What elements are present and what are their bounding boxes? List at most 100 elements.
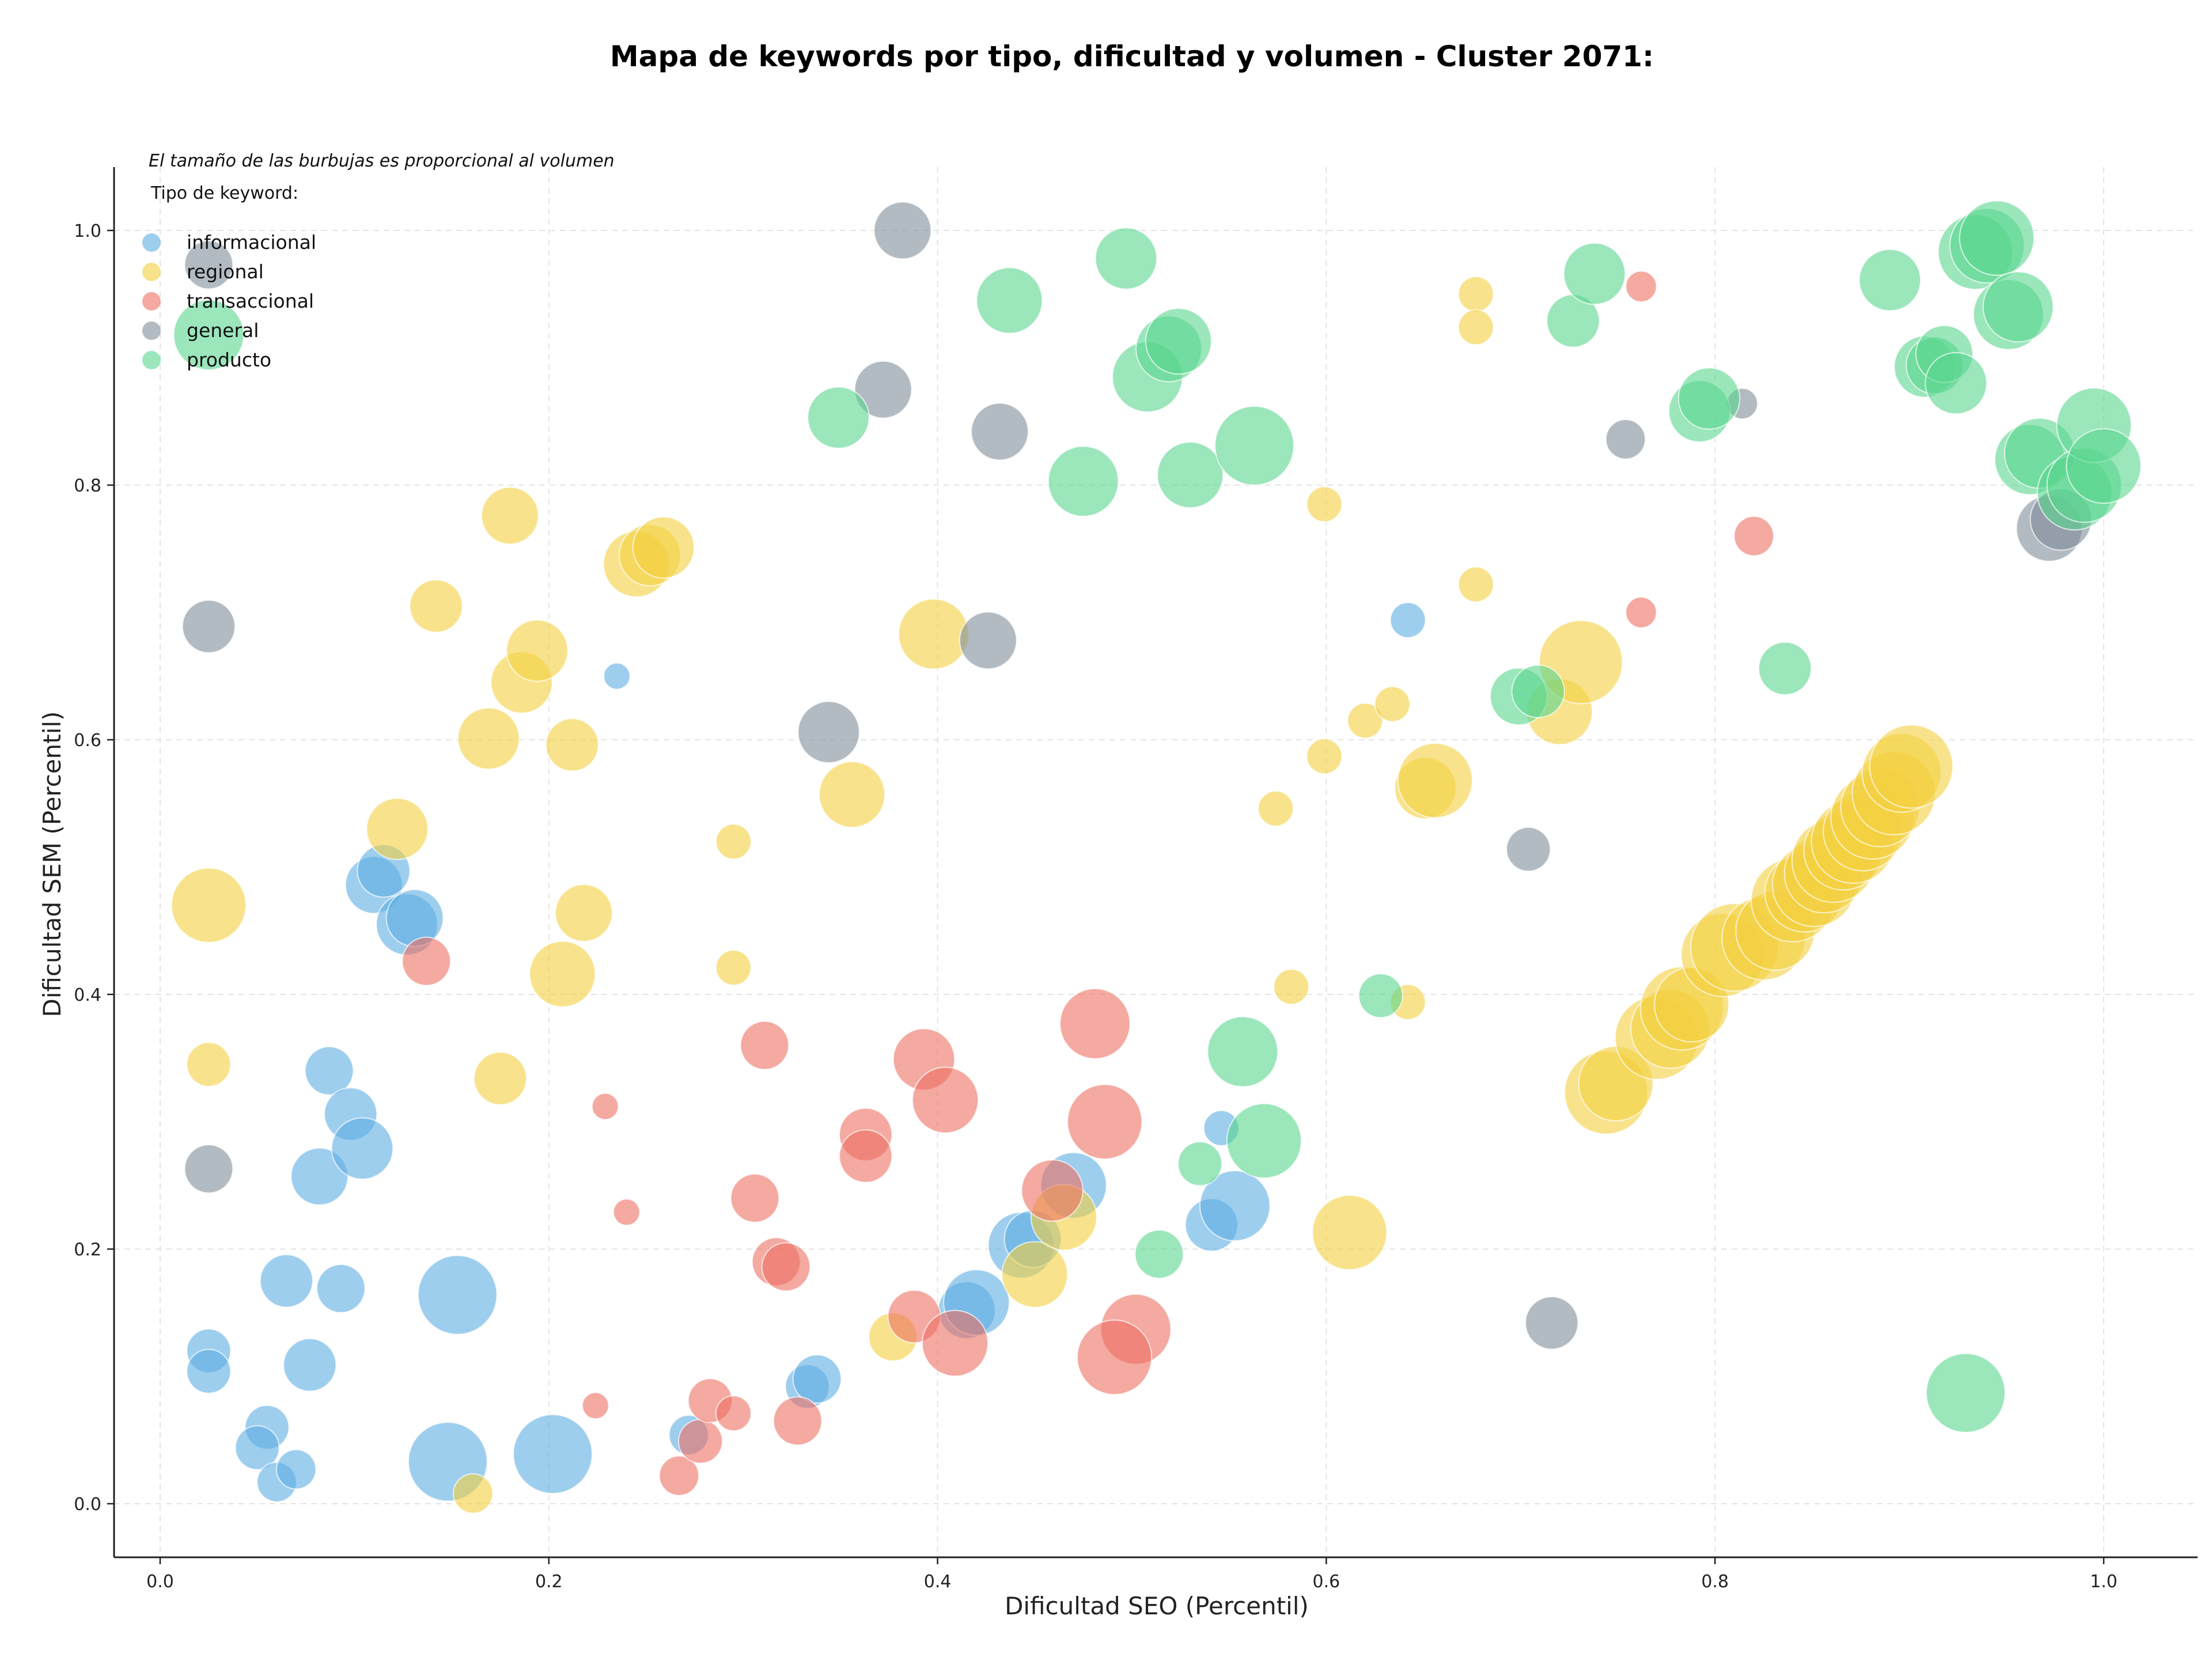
bubble-producto xyxy=(1145,308,1212,375)
legend-label-producto: producto xyxy=(187,349,271,371)
bubbles xyxy=(171,200,2142,1514)
bubble-general xyxy=(1506,827,1551,872)
bubble-transaccional xyxy=(591,1092,619,1121)
bubble-general xyxy=(854,360,912,419)
bubble-producto xyxy=(1677,367,1741,430)
bubble-transaccional xyxy=(1021,1159,1084,1222)
legend-label-regional: regional xyxy=(187,260,264,283)
bubble-informacional xyxy=(186,1349,232,1394)
bubble-transaccional xyxy=(740,1020,790,1070)
series-regional xyxy=(171,276,1954,1514)
bubble-regional xyxy=(506,619,569,682)
bubble-transaccional xyxy=(839,1129,893,1183)
bubble-informacional xyxy=(603,662,631,690)
bubble-producto xyxy=(1982,271,2054,343)
bubble-regional xyxy=(1306,738,1343,775)
tick-labels: 0.0 0.2 0.4 0.6 0.8 1.0 0.0 0.2 0.4 0.6 0.8 1.0 xyxy=(74,221,2118,1592)
bubble-producto xyxy=(1207,1016,1279,1088)
bubble-informacional xyxy=(234,1425,280,1470)
bubble-transaccional xyxy=(1067,1084,1143,1160)
bubble-informacional xyxy=(259,1254,313,1308)
bubble-producto xyxy=(1926,1353,2006,1433)
bubble-transaccional xyxy=(730,1173,780,1223)
bubble-general xyxy=(971,402,1029,461)
x-tick-label: 0.4 xyxy=(924,1572,952,1592)
bubble-regional xyxy=(453,1473,494,1514)
bubble-size-note: El tamaño de las burbujas es proporciona… xyxy=(149,151,615,171)
bubble-regional xyxy=(898,598,969,670)
bubble-general xyxy=(797,701,860,763)
legend-marker-general xyxy=(142,321,161,340)
bubble-transaccional xyxy=(1059,988,1131,1060)
bubble-regional xyxy=(1457,309,1494,346)
bubble-transaccional xyxy=(612,1198,641,1226)
bubble-regional xyxy=(1306,486,1343,523)
bubble-regional xyxy=(1273,968,1310,1005)
bubble-transaccional xyxy=(912,1066,979,1134)
bubble-regional xyxy=(186,1042,232,1087)
bubble-producto xyxy=(1214,406,1294,486)
x-tick-label: 0.2 xyxy=(535,1572,563,1592)
bubble-regional xyxy=(171,867,247,943)
bubble-informacional xyxy=(316,1263,366,1314)
y-axis-label: Dificultad SEM (Percentil) xyxy=(38,712,66,1017)
bubble-informacional xyxy=(304,1046,354,1096)
bubble-general xyxy=(184,240,234,290)
x-tick-label: 0.0 xyxy=(146,1572,174,1592)
bubble-producto xyxy=(1134,1229,1184,1279)
bubble-producto xyxy=(807,386,870,449)
bubble-producto xyxy=(1047,445,1119,517)
bubble-regional xyxy=(480,486,539,545)
bubble-informacional xyxy=(1199,1170,1271,1242)
y-tick-label: 0.0 xyxy=(74,1494,101,1515)
bubble-regional xyxy=(409,579,463,633)
bubble-producto xyxy=(1563,242,1626,305)
bubble-producto xyxy=(1094,227,1158,290)
legend-marker-regional xyxy=(142,263,161,281)
bubble-general xyxy=(184,1144,234,1194)
x-tick-label: 1.0 xyxy=(2090,1572,2118,1592)
legend-title: Tipo de keyword: xyxy=(150,183,298,203)
bubble-transaccional xyxy=(402,936,452,986)
bubble-regional xyxy=(473,1051,528,1106)
chart-title: Mapa de keywords por tipo, dificultad y … xyxy=(610,40,1654,73)
bubble-informacional xyxy=(1389,601,1426,638)
bubble-producto xyxy=(1858,248,1922,312)
legend: informacional regional transaccional genera… xyxy=(142,231,316,371)
axes xyxy=(113,167,2198,1558)
bubble-producto xyxy=(1226,1103,1302,1179)
bubble-transaccional xyxy=(1077,1319,1153,1395)
bubble-transaccional xyxy=(772,1396,823,1446)
bubble-informacional xyxy=(513,1414,593,1494)
bubble-regional xyxy=(715,823,752,860)
bubble-producto xyxy=(1157,441,1224,509)
bubble-transaccional xyxy=(1625,596,1657,629)
bubble-regional xyxy=(1374,686,1411,722)
y-tick-label: 0.8 xyxy=(74,476,101,496)
bubble-regional xyxy=(545,718,599,772)
bubble-transaccional xyxy=(1733,516,1774,557)
y-tick-label: 0.2 xyxy=(74,1240,101,1260)
bubble-regional xyxy=(819,761,886,828)
x-tick-label: 0.8 xyxy=(1701,1572,1729,1592)
bubble-transaccional xyxy=(761,1242,811,1292)
x-axis-label: Dificultad SEO (Percentil) xyxy=(1005,1592,1309,1620)
bubble-regional xyxy=(366,797,429,860)
bubble-informacional xyxy=(792,1354,842,1404)
bubble-regional xyxy=(529,940,596,1008)
bubble-informacional xyxy=(290,1147,349,1206)
bubble-general xyxy=(873,201,932,260)
bubble-regional xyxy=(1312,1194,1388,1270)
x-tick-label: 0.6 xyxy=(1313,1572,1340,1592)
bubble-regional xyxy=(1257,790,1294,827)
bubble-informacional xyxy=(275,1449,317,1490)
bubble-informacional xyxy=(385,889,444,947)
y-tick-label: 1.0 xyxy=(74,221,101,241)
bubble-regional xyxy=(457,707,520,770)
bubble-producto xyxy=(1358,973,1403,1019)
bubble-transaccional xyxy=(715,1395,752,1432)
bubble-regional xyxy=(632,516,695,579)
bubble-producto xyxy=(173,299,245,371)
bubble-producto xyxy=(976,267,1043,334)
